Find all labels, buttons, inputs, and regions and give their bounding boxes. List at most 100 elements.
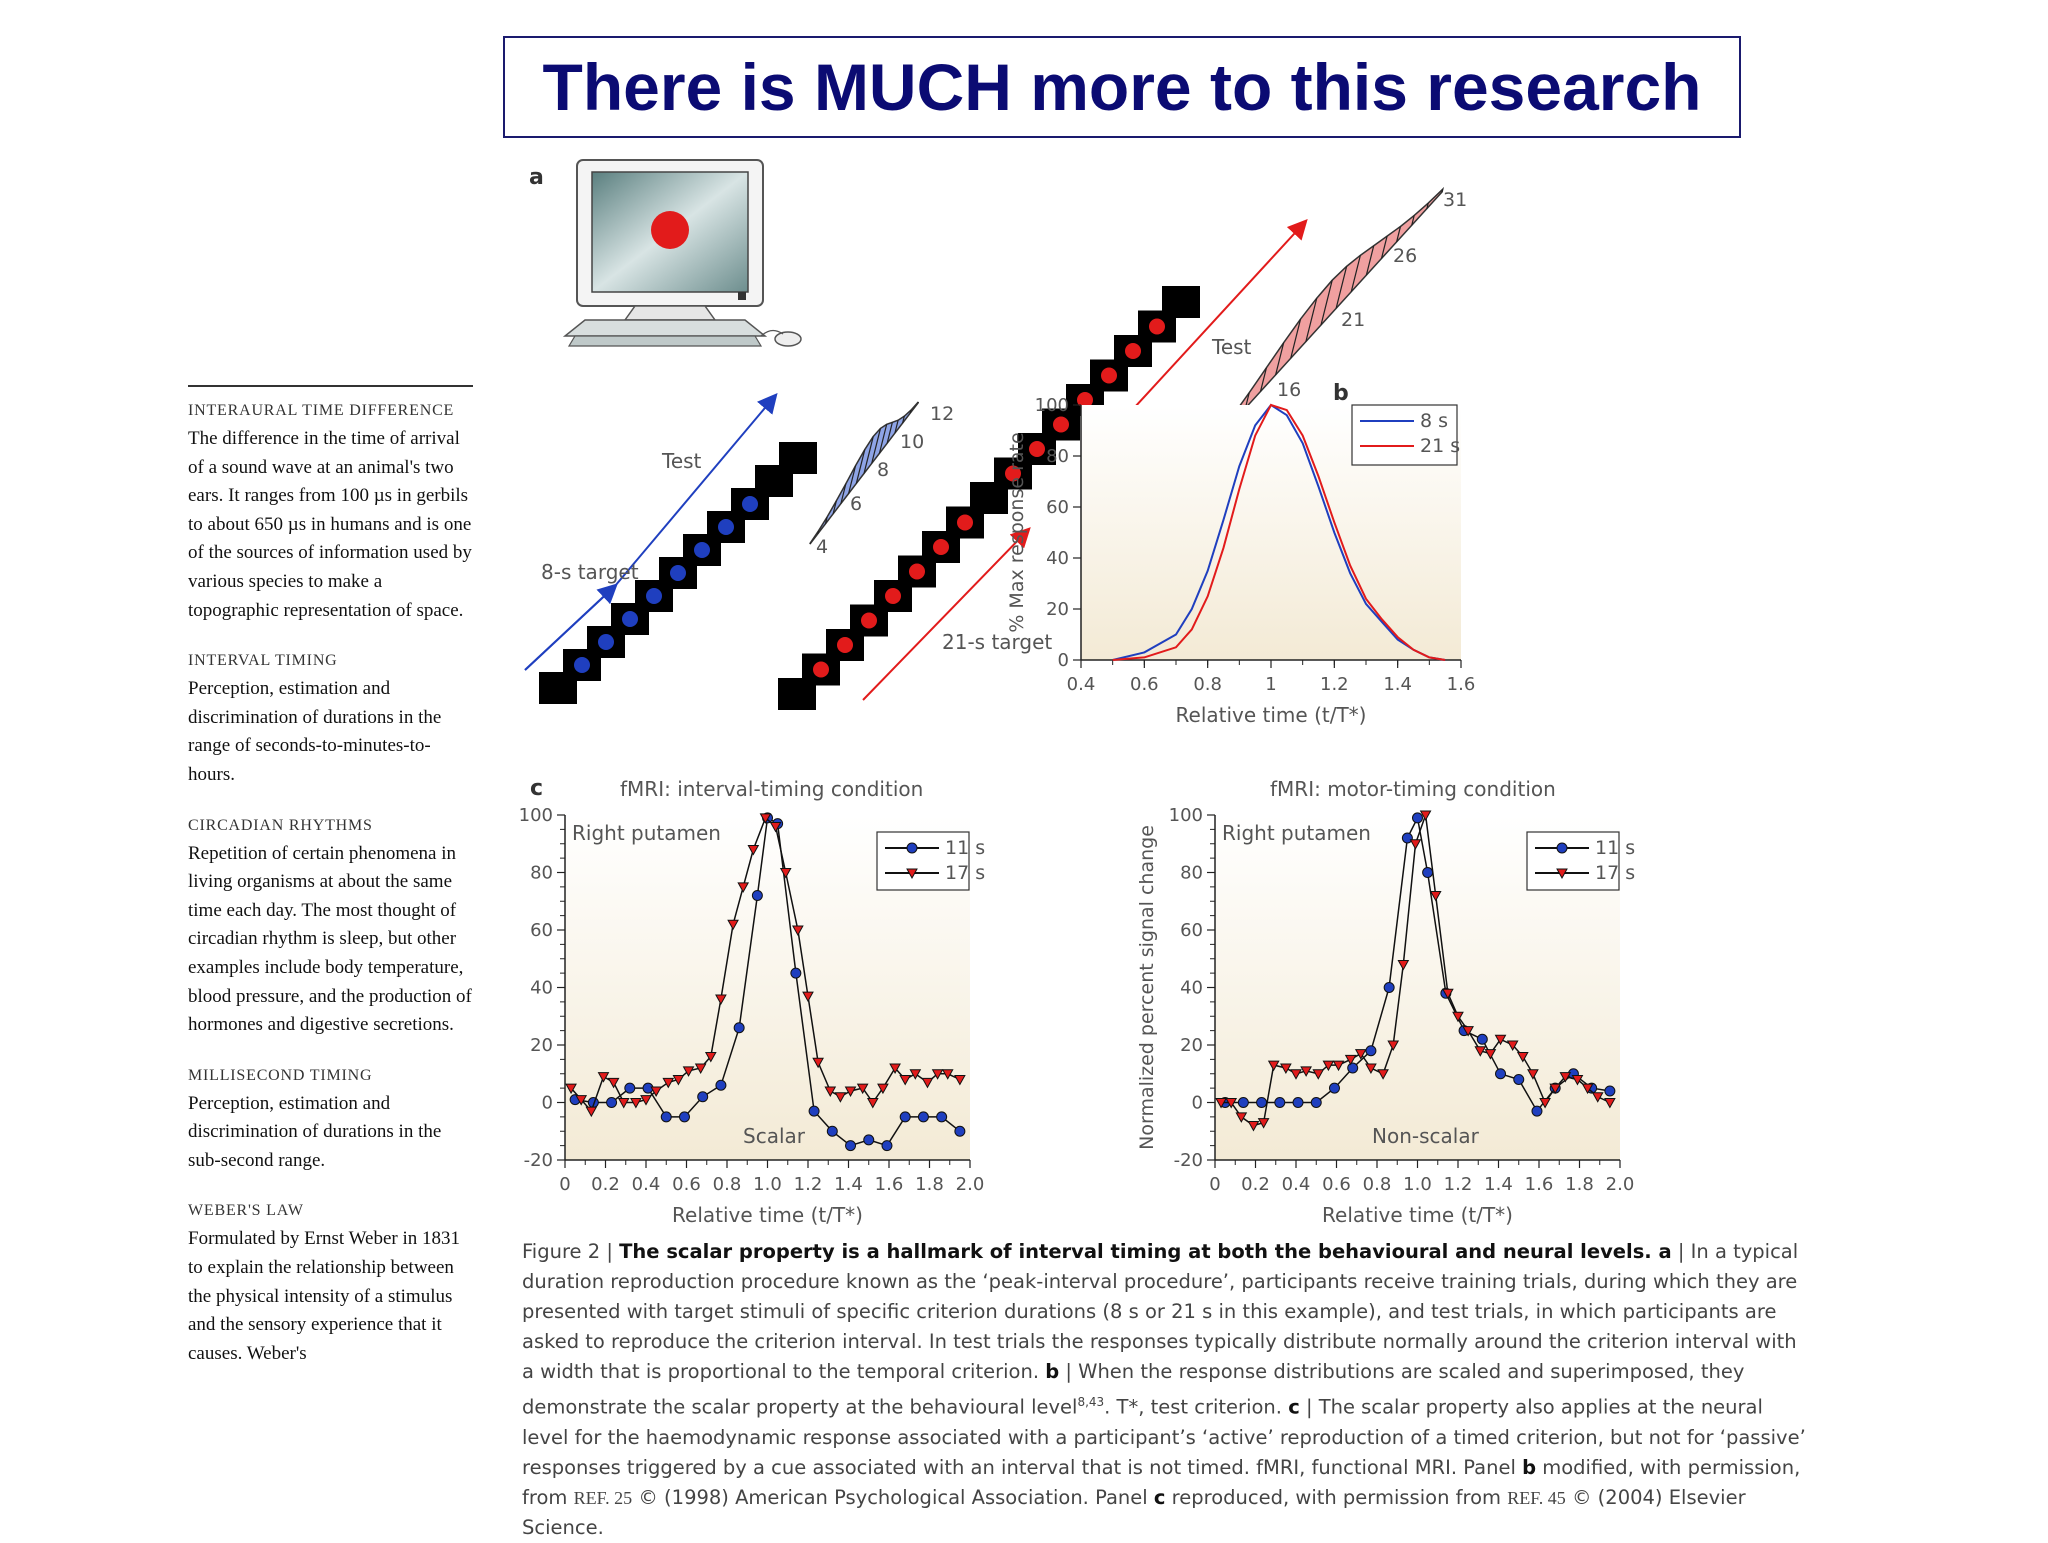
caption-body-f: reproduced, with permission from (1165, 1486, 1507, 1509)
chart-x-tick-label: 1.4 (1383, 674, 1412, 695)
chart-point (1423, 868, 1433, 878)
chart-point (846, 1141, 856, 1151)
caption-b-label-2: b (1522, 1456, 1536, 1479)
glossary-sidebar: Interaural time difference The differenc… (188, 385, 473, 1368)
caption-ref-superscript: 8,43 (1077, 1395, 1104, 1409)
chart-legend-marker (1557, 843, 1567, 853)
glossary-term: Interval timing (188, 647, 473, 675)
chart-point (882, 1141, 892, 1151)
chart-x-tick-label: 1.0 (1403, 1174, 1432, 1195)
chart-point (1329, 1083, 1339, 1093)
stimulus-dot (837, 637, 853, 653)
chart-point (1413, 813, 1423, 823)
chart-x-tick-label: 0.2 (591, 1174, 620, 1195)
chart-point (698, 1092, 708, 1102)
chart-y-tick-label: 20 (530, 1035, 553, 1056)
stimulus-dot (742, 496, 758, 512)
chart-x-tick-label: 1.6 (875, 1174, 904, 1195)
stimulus-square (1162, 286, 1200, 318)
stimulus-dot (598, 634, 614, 650)
chart-point (1311, 1098, 1321, 1108)
chart-x-tick-label: 0.8 (1193, 674, 1222, 695)
chart-region-label: Right putamen (572, 821, 721, 845)
chart-region-label: Right putamen (1222, 821, 1371, 845)
chart-y-tick-label: 80 (530, 863, 553, 884)
chart-point (1514, 1075, 1524, 1085)
chart-y-tick-label: 60 (1180, 920, 1203, 941)
stimulus-dot (885, 588, 901, 604)
chart-point (1275, 1098, 1285, 1108)
chart-point (1366, 1046, 1376, 1056)
distribution-hatch (818, 531, 819, 534)
stimulus-dot (1149, 319, 1165, 335)
chart-y-tick-label: 60 (530, 920, 553, 941)
chart-point (900, 1112, 910, 1122)
chart-y-tick-label: 0 (542, 1093, 553, 1114)
stimulus-dot (694, 542, 710, 558)
distribution-tick-label: 6 (850, 493, 862, 515)
stimulus-dot (1101, 368, 1117, 384)
distribution-tick-label: 16 (1277, 379, 1301, 401)
distribution-tick-label: 4 (816, 536, 828, 558)
glossary-definition: Perception, estimation and discriminatio… (188, 675, 473, 789)
caption-c-label-2: c (1154, 1486, 1166, 1509)
panel-b-label: b (1333, 381, 1349, 406)
label-test-right: Test (1211, 335, 1252, 359)
figure-svg: a Test 8-s target Test 21-s target 46810… (515, 150, 1815, 1240)
chart-point (1402, 833, 1412, 843)
chart-x-tick-label: 1.4 (834, 1174, 863, 1195)
stimulus-dot (1029, 441, 1045, 457)
chart-point (661, 1112, 671, 1122)
chart-x-tick-label: 1.6 (1447, 674, 1476, 695)
chart-x-tick-label: 0.8 (1363, 1174, 1392, 1195)
chart-point (679, 1112, 689, 1122)
caption-fig-label: Figure 2 | (522, 1240, 619, 1263)
glossary-term: Interaural time difference (188, 397, 473, 425)
chart-point (1348, 1063, 1358, 1073)
distribution-hatch (910, 410, 911, 413)
stimulus-dot (574, 657, 590, 673)
chart-legend-label: 17 s (945, 862, 985, 884)
glossary-definition: Perception, estimation and discriminatio… (188, 1090, 473, 1176)
chart-point (918, 1112, 928, 1122)
chart-legend-label: 11 s (945, 837, 985, 859)
chart-point (1605, 1086, 1615, 1096)
stimulus-dot (957, 515, 973, 531)
chart-legend-label: 17 s (1595, 862, 1635, 884)
chart-y-tick-label: 60 (1046, 497, 1069, 518)
chart-point (1384, 983, 1394, 993)
figure-caption: Figure 2 | The scalar property is a hall… (522, 1237, 1812, 1543)
chart-point (937, 1112, 947, 1122)
glossary-definition: The difference in the time of arrival of… (188, 425, 473, 625)
chart-x-tick-label: 0.8 (713, 1174, 742, 1195)
chart-x-tick-label: 1.2 (1320, 674, 1349, 695)
stimulus-dot (909, 564, 925, 580)
caption-ref-2: REF. 45 (1507, 1488, 1566, 1508)
chart-x-tick-label: 0.4 (632, 1174, 661, 1195)
distribution-tick-label: 26 (1393, 245, 1417, 267)
chart-point (607, 1098, 617, 1108)
caption-ref-1: REF. 25 (574, 1488, 633, 1508)
chart-x-tick-label: 1.2 (1444, 1174, 1473, 1195)
chart-point (791, 968, 801, 978)
stimulus-dot (1125, 343, 1141, 359)
label-test-left: Test (661, 449, 702, 473)
stimulus-dot (1053, 417, 1069, 433)
caption-c-label: c (1288, 1396, 1300, 1419)
distribution-tick-label: 12 (930, 403, 954, 425)
chart-x-tick-label: 1.2 (794, 1174, 823, 1195)
chart-x-tick-label: 0.4 (1067, 674, 1096, 695)
chart-point (1532, 1106, 1542, 1116)
glossary-rule (188, 385, 473, 387)
chart-point (809, 1106, 819, 1116)
chart-x-axis-label: Relative time (t/T*) (672, 1203, 863, 1227)
chart-y-tick-label: 0 (1058, 650, 1069, 671)
chart-y-tick-label: 100 (1169, 805, 1203, 826)
chart-x-tick-label: 1.4 (1484, 1174, 1513, 1195)
chart-x-tick-label: 0 (559, 1174, 570, 1195)
stimulus-dot (622, 611, 638, 627)
caption-headline: The scalar property is a hallmark of int… (619, 1240, 1672, 1263)
chart-y-tick-label: 0 (1192, 1093, 1203, 1114)
